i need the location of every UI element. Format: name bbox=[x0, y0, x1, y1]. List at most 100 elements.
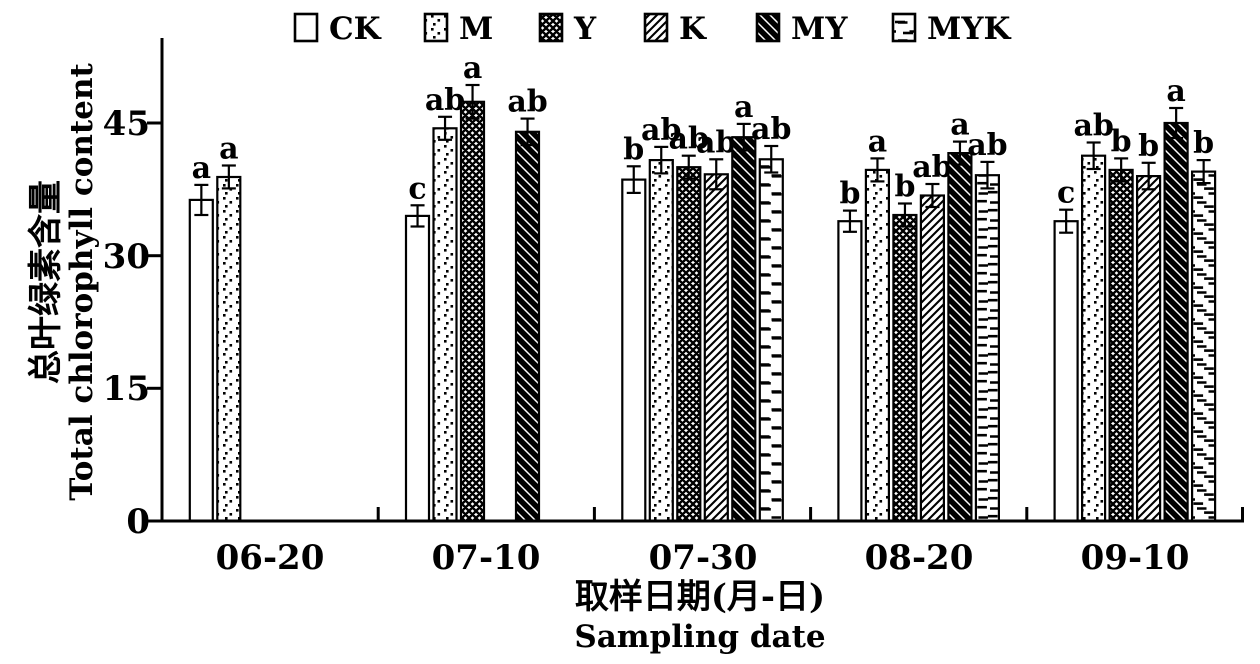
x-cat-label-0910: 09-10 bbox=[1081, 538, 1190, 578]
bar-group-myk-07-30: ab bbox=[751, 112, 791, 523]
legend-swatch-myk-icon bbox=[891, 12, 917, 43]
significance-letter-m-09-10: ab bbox=[1073, 109, 1113, 144]
significance-letter-m-06-20: a bbox=[219, 132, 238, 167]
legend-item-myk: MYK bbox=[891, 11, 1011, 47]
significance-letter-ck-09-10: c bbox=[1057, 176, 1075, 211]
error-bar bbox=[410, 204, 425, 228]
y-tick-label-0: 0 bbox=[126, 502, 150, 542]
bar-ck bbox=[188, 198, 214, 523]
error-bar bbox=[194, 183, 209, 217]
legend-swatch-my-icon bbox=[755, 12, 781, 43]
bar-my bbox=[514, 130, 541, 523]
bar-ck bbox=[837, 220, 863, 523]
y-tick-label-45: 45 bbox=[103, 104, 150, 144]
legend: CK M Y K MY MYK bbox=[293, 11, 1011, 47]
error-bar bbox=[1141, 161, 1156, 191]
bar-group-k-09-10: b bbox=[1135, 129, 1162, 523]
legend-item-k: K bbox=[643, 11, 707, 47]
bar-group-y-08-20: b bbox=[892, 170, 918, 523]
significance-letter-y-09-10: b bbox=[1111, 124, 1132, 159]
bar-y bbox=[1108, 168, 1134, 523]
bar-group-my-07-10: ab bbox=[507, 85, 548, 523]
bar-my bbox=[1163, 121, 1189, 523]
x-axis-title-zh: 取样日期(月-日) bbox=[575, 577, 825, 617]
y-tick-label-15: 15 bbox=[103, 369, 150, 409]
bar-my bbox=[947, 152, 973, 523]
bar-group-m-08-20: a bbox=[864, 124, 891, 523]
error-bar bbox=[438, 115, 453, 141]
bar-group-ck-09-10: c bbox=[1053, 176, 1079, 523]
significance-letter-myk-08-20: ab bbox=[967, 128, 1007, 163]
legend-label-m: M bbox=[459, 11, 493, 47]
error-bar bbox=[709, 158, 724, 191]
bar-group-m-07-30: ab bbox=[641, 113, 681, 523]
error-bar bbox=[221, 164, 236, 190]
bar-group-my-07-30: a bbox=[731, 90, 757, 523]
error-bar bbox=[842, 209, 857, 233]
significance-letter-k-07-30: ab bbox=[696, 125, 736, 160]
y-axis-title-zh: 总叶绿素含量 bbox=[26, 180, 66, 384]
significance-letter-ck-08-20: b bbox=[839, 177, 860, 212]
bar-m bbox=[648, 159, 674, 523]
y-tick-label-30: 30 bbox=[103, 237, 150, 277]
x-cat-label-0730: 07-30 bbox=[649, 538, 758, 578]
significance-letter-y-07-10: a bbox=[463, 51, 482, 86]
significance-letter-my-07-30: a bbox=[734, 90, 753, 125]
bar-group-m-09-10: ab bbox=[1073, 109, 1114, 523]
bar-group-m-06-20: a bbox=[216, 132, 242, 523]
significance-letter-ck-07-30: b bbox=[623, 132, 644, 167]
legend-label-my: MY bbox=[791, 11, 848, 47]
legend-item-m: M bbox=[423, 11, 493, 47]
bar-k bbox=[1135, 175, 1162, 523]
significance-letter-ck-07-10: c bbox=[408, 171, 426, 206]
significance-letter-ck-06-20: a bbox=[192, 151, 211, 186]
bar-ck bbox=[621, 178, 647, 523]
bar-group-y-07-30: ab bbox=[669, 122, 709, 523]
error-bar bbox=[870, 157, 885, 183]
significance-letter-y-07-30: ab bbox=[669, 122, 709, 157]
bar-k bbox=[703, 173, 729, 523]
bar-group-ck-07-10: c bbox=[404, 171, 431, 523]
legend-label-myk: MYK bbox=[927, 11, 1011, 47]
x-cat-label-0620: 06-20 bbox=[216, 538, 325, 578]
bar-group-my-09-10: a bbox=[1163, 74, 1189, 523]
error-bar bbox=[681, 154, 696, 180]
error-bar bbox=[897, 202, 912, 228]
error-bar bbox=[736, 122, 751, 152]
bar-group-ck-07-30: b bbox=[621, 132, 647, 523]
significance-letter-my-08-20: a bbox=[950, 108, 969, 143]
bar-m bbox=[864, 168, 891, 523]
bar-group-myk-08-20: ab bbox=[967, 128, 1008, 523]
legend-label-k: K bbox=[679, 11, 707, 47]
error-bar bbox=[764, 144, 779, 174]
significance-letter-k-09-10: b bbox=[1138, 129, 1159, 164]
significance-letter-myk-09-10: b bbox=[1193, 126, 1214, 161]
bar-group-m-07-10: ab bbox=[425, 83, 465, 523]
error-bar bbox=[980, 160, 995, 190]
error-bar bbox=[1086, 141, 1101, 171]
x-cat-label-0820: 08-20 bbox=[865, 538, 974, 578]
bar-group-y-07-10: a bbox=[459, 51, 486, 523]
significance-letter-myk-07-30: ab bbox=[751, 112, 791, 147]
significance-letter-my-09-10: a bbox=[1166, 74, 1185, 109]
bar-group-ck-08-20: b bbox=[837, 177, 863, 523]
bar-y bbox=[892, 213, 918, 523]
error-bar bbox=[1059, 208, 1074, 234]
significance-letter-k-08-20: ab bbox=[912, 150, 952, 185]
significance-letter-m-07-30: ab bbox=[641, 113, 681, 148]
legend-swatch-m-icon bbox=[423, 12, 449, 43]
error-bar bbox=[1169, 106, 1184, 140]
legend-item-ck: CK bbox=[293, 11, 382, 47]
error-bar bbox=[520, 117, 535, 147]
error-bar bbox=[1114, 157, 1129, 183]
bar-group-my-08-20: a bbox=[947, 108, 973, 523]
bar-m bbox=[432, 127, 458, 523]
legend-item-my: MY bbox=[755, 11, 848, 47]
legend-swatch-y-icon bbox=[538, 12, 564, 43]
error-bar bbox=[952, 140, 967, 166]
error-bar bbox=[925, 182, 940, 209]
bar-y bbox=[459, 100, 486, 523]
bar-group-k-08-20: ab bbox=[912, 150, 953, 523]
y-axis-title-en: Total chlorophyll content bbox=[64, 63, 100, 501]
